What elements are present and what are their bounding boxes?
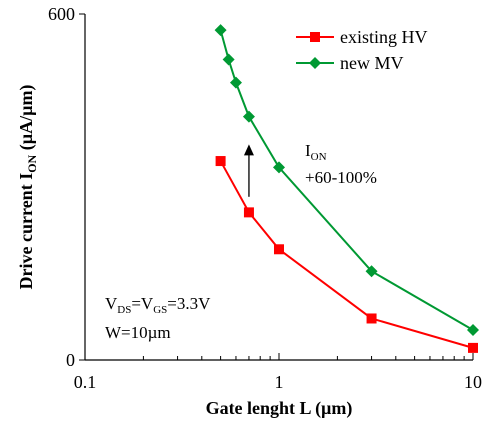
plot-area — [85, 14, 473, 360]
x-tick-label: 1 — [275, 372, 284, 392]
data-point-new-mv — [222, 53, 235, 66]
legend-label-new-mv: new MV — [340, 53, 404, 73]
conditions-text: =V — [131, 294, 154, 313]
data-point-new-mv — [242, 110, 255, 123]
ion-annotation-main: I — [305, 141, 311, 160]
data-point-existing-hv — [366, 313, 377, 324]
y-tick-label: 0 — [66, 350, 75, 370]
ion-change-annotation: +60-100% — [305, 168, 377, 187]
data-point-new-mv — [229, 76, 242, 89]
improvement-arrow — [243, 144, 254, 197]
data-point-existing-hv — [243, 207, 254, 218]
x-axis-label: Gate lenght L (µm) — [206, 398, 353, 419]
conditions-line-2: W=10µm — [105, 323, 171, 342]
conditions-subscript: GS — [153, 304, 167, 316]
legend-marker-new-mv — [309, 57, 321, 69]
series-group — [214, 24, 479, 353]
legend-label-existing-hv: existing HV — [340, 27, 428, 47]
data-point-new-mv — [467, 324, 479, 337]
x-tick-label: 0.1 — [74, 372, 97, 392]
conditions-text: =3.3V — [167, 294, 211, 313]
axis-ticks: 0.1 1 10 0 600 — [48, 4, 482, 392]
conditions-text: V — [105, 294, 118, 313]
conditions-line-1: VDS=VGS=3.3V — [105, 294, 211, 316]
y-axis-label: Drive current ION (µA/µm) — [16, 85, 39, 290]
data-point-existing-hv — [215, 156, 226, 167]
y-axis-label-tail: (µA/µm) — [16, 85, 37, 155]
arrow-head — [243, 144, 254, 156]
ion-annotation: ION — [305, 141, 327, 163]
y-tick-label: 600 — [48, 4, 75, 24]
x-tick-label: 10 — [464, 372, 482, 392]
legend: existing HV new MV — [296, 27, 428, 73]
data-point-existing-hv — [274, 244, 284, 255]
legend-marker-existing-hv — [310, 32, 320, 42]
data-point-new-mv — [365, 265, 378, 278]
data-point-new-mv — [273, 161, 285, 174]
ion-annotation-sub: ON — [311, 151, 327, 163]
y-axis-label-main: Drive current I — [16, 173, 36, 290]
y-axis-label-sub: ON — [25, 154, 39, 172]
data-point-new-mv — [214, 24, 227, 37]
conditions-subscript: DS — [117, 304, 131, 316]
data-point-existing-hv — [468, 342, 478, 353]
